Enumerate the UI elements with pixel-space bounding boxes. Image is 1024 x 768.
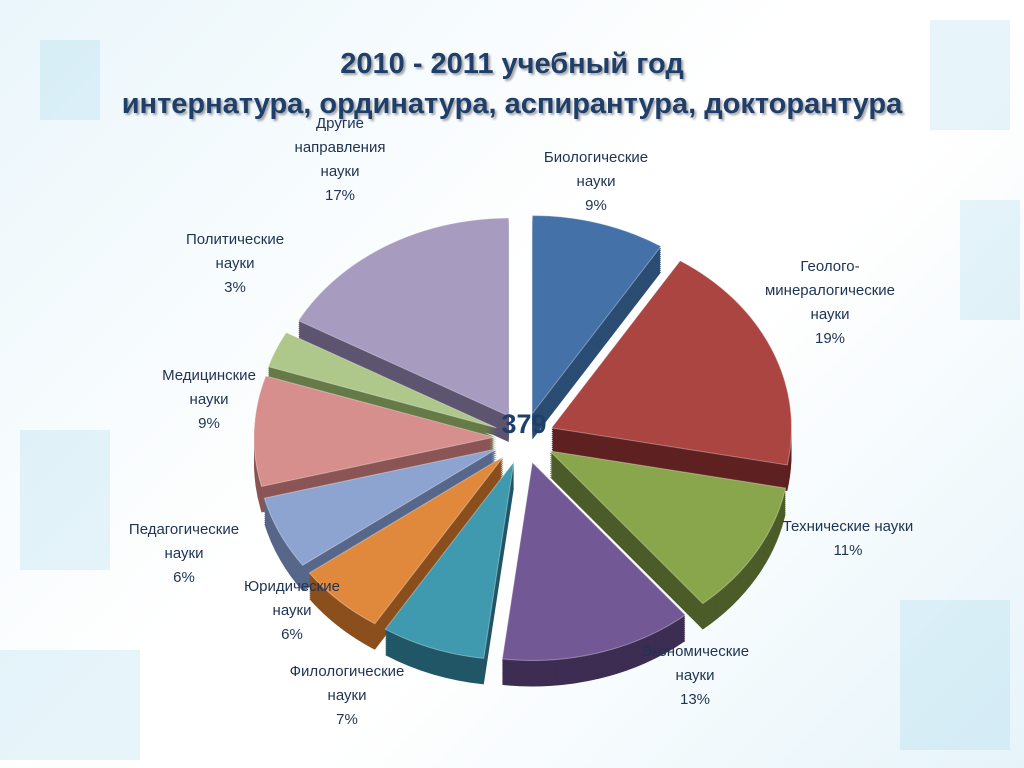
slice-label-line: 9% [585,197,607,214]
slice-label-line: Экономические [641,643,749,660]
slice-label-line: 17% [325,187,355,204]
slice-label-line: Биологические [544,149,648,166]
pie-slice-10 [297,217,510,417]
slice-label-line: 6% [173,569,195,586]
pie-slice-4 [501,461,687,661]
pie-slice-6 [308,456,504,625]
slice-label: Филологические науки 7% [290,663,405,728]
pie-slice-8 [253,375,495,488]
slice-label-line: 19% [815,330,845,347]
slice-label-line: Педагогические [129,521,239,538]
chart-title-line2: интернатура, ординатура, аспирантура, до… [121,88,903,120]
slice-label: Экономические науки 13% [641,643,749,708]
slice-label-line: Юридические [244,578,340,595]
slice-label-line: 6% [281,626,303,643]
slice-label-line: науки [321,163,360,180]
background-decoration [20,430,110,570]
background-decoration [930,20,1010,130]
slice-label-line: науки [165,545,204,562]
background-decoration [900,600,1010,750]
slice-label-line: 3% [224,279,246,296]
slice-label: Политические науки 3% [186,231,284,296]
slice-label-line: науки [216,255,255,272]
chart-title: 2010 - 2011 учебный год интернатура, орд… [0,44,1024,124]
slice-label-line: науки [273,602,312,619]
background-decoration [40,40,100,120]
slice-label: Технические науки 11% [783,518,914,559]
pie-slice-3 [548,450,787,605]
slice-label-line: Технические науки [783,518,914,535]
slice-label-line: направления [295,139,386,156]
slice-label-line: Политические [186,231,284,248]
slice-label-line: науки [811,306,850,323]
slice-label: Юридические науки 6% [244,578,340,643]
slice-label-line: 13% [680,691,710,708]
pie-slices [253,215,792,661]
total-value: 379 [501,409,546,439]
slice-label-line: 9% [198,415,220,432]
slice-labels: Биологические науки 9% Геолого-минералогиче… [129,115,913,728]
slice-label-line: науки [676,667,715,684]
slice-label-line: науки [577,173,616,190]
slice-label-line: Геолого- [800,258,859,275]
slice-label-line: науки [328,687,367,704]
slice-label-line: 11% [834,542,863,559]
pie-slice-2 [550,260,792,466]
slice-label-line: Другие [316,115,364,132]
background-decoration [0,650,140,760]
pie-slice-9 [267,331,497,429]
slice-label-line: Филологические [290,663,405,680]
slice-label-line: науки [190,391,229,408]
pie-slice-1 [531,215,662,415]
slice-label-line: минералогические [765,282,895,299]
slice-label-line: 7% [336,711,358,728]
background-decoration [960,200,1020,320]
slice-label: Другие направления науки 17% [295,115,386,204]
pie-slice-5 [384,461,515,659]
pie-slice-7 [263,448,498,566]
chart-title-line1: 2010 - 2011 учебный год [340,48,684,80]
slice-label: Геолого-минералогические науки 19% [765,258,895,347]
slice-label: Биологические науки 9% [544,149,648,214]
slice-label-line: Медицинские [162,367,256,384]
slice-label: Медицинские науки 9% [162,367,256,432]
slice-label: Педагогические науки 6% [129,521,239,586]
